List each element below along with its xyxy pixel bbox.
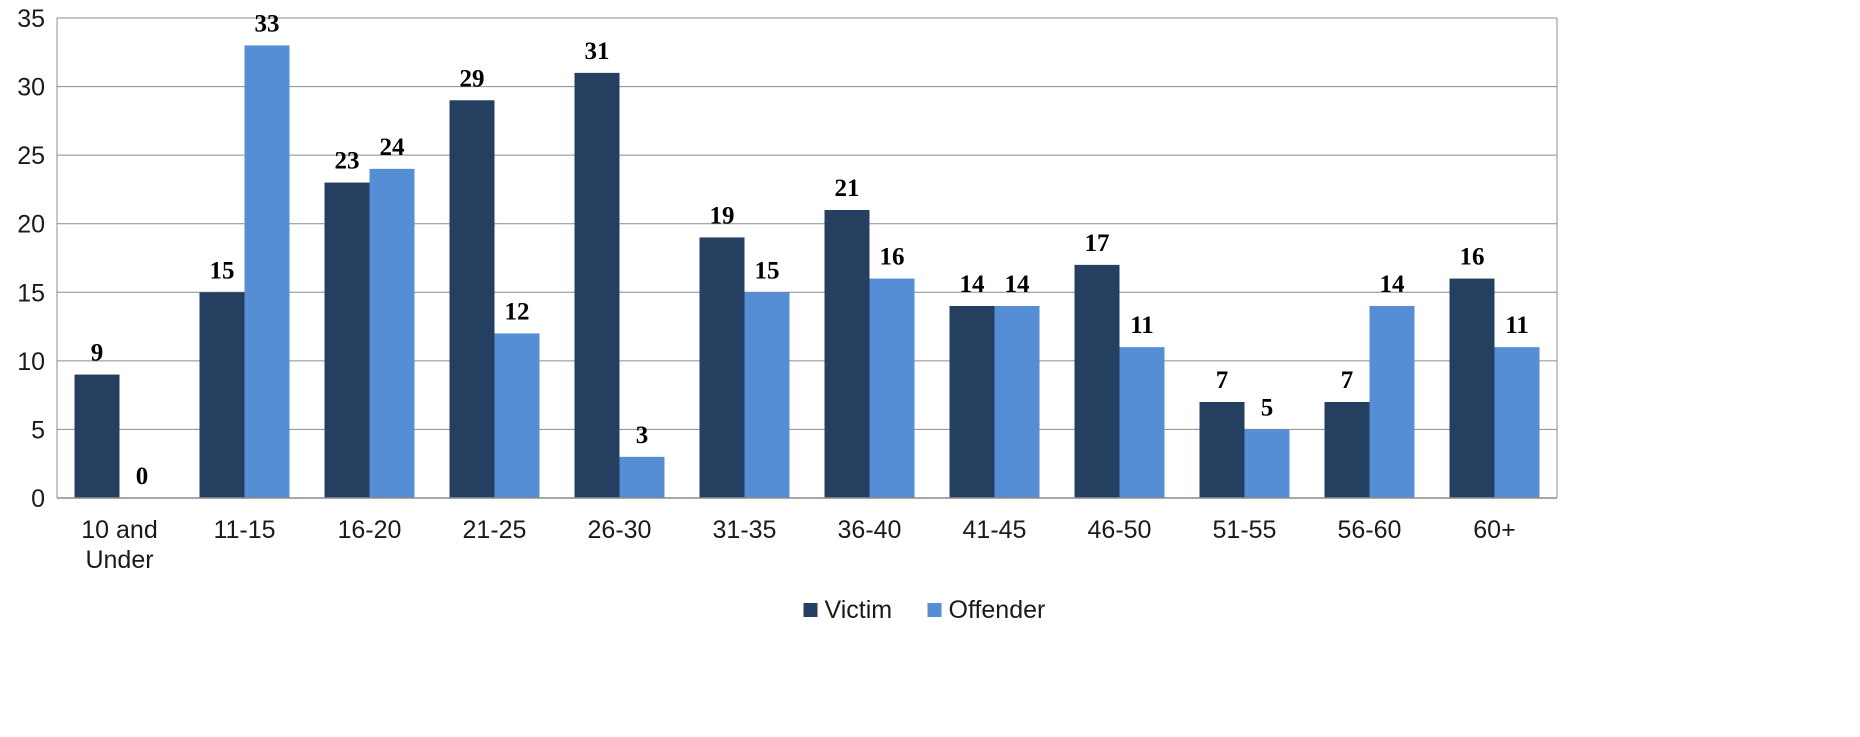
y-tick-label: 0 <box>31 485 45 513</box>
data-label-offender: 14 <box>1380 271 1406 298</box>
legend-label-offender: Offender <box>949 596 1046 624</box>
x-tick-label: 60+ <box>1473 516 1515 544</box>
y-tick-label: 15 <box>17 279 45 307</box>
bar-victim <box>1199 402 1245 498</box>
data-label-victim: 21 <box>835 175 860 202</box>
bar-offender <box>869 278 915 498</box>
bar-victim <box>1324 402 1370 498</box>
y-tick-label: 10 <box>17 348 45 376</box>
data-label-offender: 11 <box>1505 312 1529 339</box>
bar-victim <box>574 72 620 498</box>
x-tick-label: 56-60 <box>1338 516 1402 544</box>
data-label-offender: 33 <box>255 10 280 37</box>
bar-offender <box>244 45 290 499</box>
y-tick-label: 20 <box>17 211 45 239</box>
data-label-victim: 16 <box>1460 244 1485 271</box>
data-label-victim: 23 <box>335 148 360 175</box>
x-tick-label: 10 and Under <box>81 516 157 574</box>
x-tick-label: 21-25 <box>463 516 527 544</box>
bar-victim <box>1449 278 1495 498</box>
data-label-victim: 15 <box>210 257 235 284</box>
legend: Victim Offender <box>803 596 1046 624</box>
data-label-offender: 5 <box>1261 394 1274 421</box>
data-label-victim: 9 <box>91 340 104 367</box>
data-labels: 9 0 15 33 23 24 29 12 31 3 19 15 21 16 14 14 17 11 7 5 7 14 16… <box>91 10 1529 490</box>
data-label-offender: 16 <box>880 244 905 271</box>
bar-victim <box>699 237 745 498</box>
bar-victim <box>74 374 120 498</box>
gridlines <box>57 17 1557 430</box>
bar-victim <box>324 182 370 499</box>
x-tick-label: 26-30 <box>588 516 652 544</box>
x-tick-label: 51-55 <box>1213 516 1277 544</box>
x-tick-label: 31-35 <box>713 516 777 544</box>
bar-victim <box>949 306 995 498</box>
bar-offender <box>1369 306 1415 498</box>
data-label-offender: 3 <box>636 422 649 449</box>
data-label-offender: 24 <box>380 134 406 161</box>
legend-label-victim: Victim <box>825 596 893 624</box>
data-label-offender: 14 <box>1005 271 1031 298</box>
x-tick-label: 36-40 <box>838 516 902 544</box>
data-label-victim: 29 <box>460 65 485 92</box>
bar-victim <box>449 100 495 499</box>
data-label-victim: 14 <box>960 271 986 298</box>
bars <box>74 45 1540 499</box>
data-label-victim: 17 <box>1085 230 1110 257</box>
bar-offender <box>994 306 1040 498</box>
bar-victim <box>824 210 870 498</box>
bar-offender <box>494 333 540 498</box>
bar-offender <box>369 168 415 498</box>
y-tick-label: 35 <box>17 5 45 33</box>
bar-offender <box>1119 347 1165 498</box>
bar-offender <box>1494 347 1540 498</box>
x-tick-label: 11-15 <box>213 516 275 544</box>
x-tick-label: 16-20 <box>338 516 402 544</box>
legend-swatch-victim <box>803 603 818 617</box>
data-label-offender: 11 <box>1130 312 1154 339</box>
y-tick-label: 30 <box>17 74 45 102</box>
data-label-offender: 12 <box>505 298 530 325</box>
data-label-offender: 15 <box>755 257 780 284</box>
x-tick-label: 46-50 <box>1088 516 1152 544</box>
bar-offender <box>744 292 790 498</box>
data-label-victim: 19 <box>710 202 735 229</box>
bar-offender <box>1244 429 1290 498</box>
x-tick-label: 41-45 <box>963 516 1027 544</box>
data-label-victim: 7 <box>1216 367 1229 394</box>
data-label-victim: 7 <box>1341 367 1354 394</box>
bar-offender <box>619 456 665 498</box>
legend-swatch-offender <box>927 603 942 617</box>
data-label-victim: 31 <box>585 38 610 65</box>
y-tick-label: 25 <box>17 142 45 170</box>
bar-victim <box>1074 264 1120 498</box>
data-label-offender: 0 <box>136 463 149 490</box>
bar-victim <box>199 292 245 498</box>
y-tick-label: 5 <box>31 416 45 444</box>
